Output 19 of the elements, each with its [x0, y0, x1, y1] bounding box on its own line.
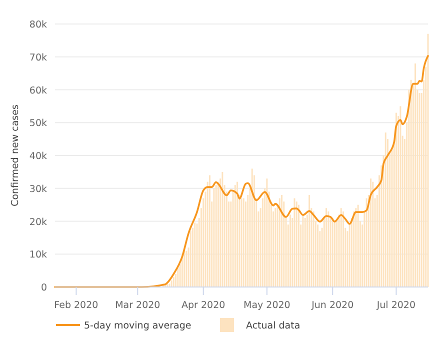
y-tick-label: 0: [40, 282, 47, 294]
legend-label: Actual data: [246, 320, 300, 332]
y-tick-label: 70k: [29, 52, 48, 64]
y-tick-label: 40k: [29, 151, 48, 162]
legend-label: 5-day moving average: [84, 320, 192, 332]
y-tick-label: 20k: [29, 216, 48, 228]
y-tick-label: 80k: [29, 20, 48, 30]
y-tick-label: 60k: [29, 85, 48, 96]
x-tick-label: May 2020: [244, 300, 290, 311]
x-tick-label: Jul 2020: [376, 300, 416, 311]
y-tick-label: 30k: [29, 184, 48, 195]
y-axis-title: Confirmed new cases: [10, 104, 21, 206]
line-series: [54, 54, 429, 288]
y-tick-label: 50k: [29, 118, 48, 130]
x-tick-label: Jun 2020: [310, 300, 354, 311]
y-tick-label: 10k: [29, 250, 48, 261]
x-tick-label: Apr 2020: [182, 300, 226, 311]
x-tick-label: Mar 2020: [115, 300, 160, 311]
x-tick-label: Feb 2020: [54, 300, 98, 311]
